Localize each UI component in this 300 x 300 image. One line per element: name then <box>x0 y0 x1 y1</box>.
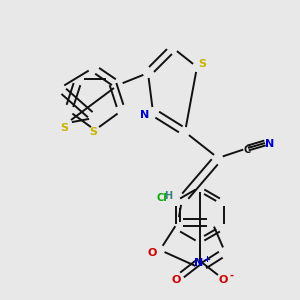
Text: +: + <box>203 254 211 263</box>
Text: S: S <box>60 123 68 133</box>
Text: N: N <box>194 258 204 268</box>
Text: O: O <box>147 248 157 258</box>
Text: N: N <box>266 139 274 149</box>
Text: O: O <box>171 275 181 285</box>
Text: N: N <box>140 110 150 120</box>
Text: S: S <box>89 127 97 137</box>
Text: Cl: Cl <box>156 193 167 203</box>
Text: H: H <box>164 191 172 201</box>
Text: O: O <box>218 275 228 285</box>
Text: -: - <box>229 271 233 281</box>
Text: C: C <box>243 145 250 155</box>
Text: S: S <box>198 59 206 69</box>
